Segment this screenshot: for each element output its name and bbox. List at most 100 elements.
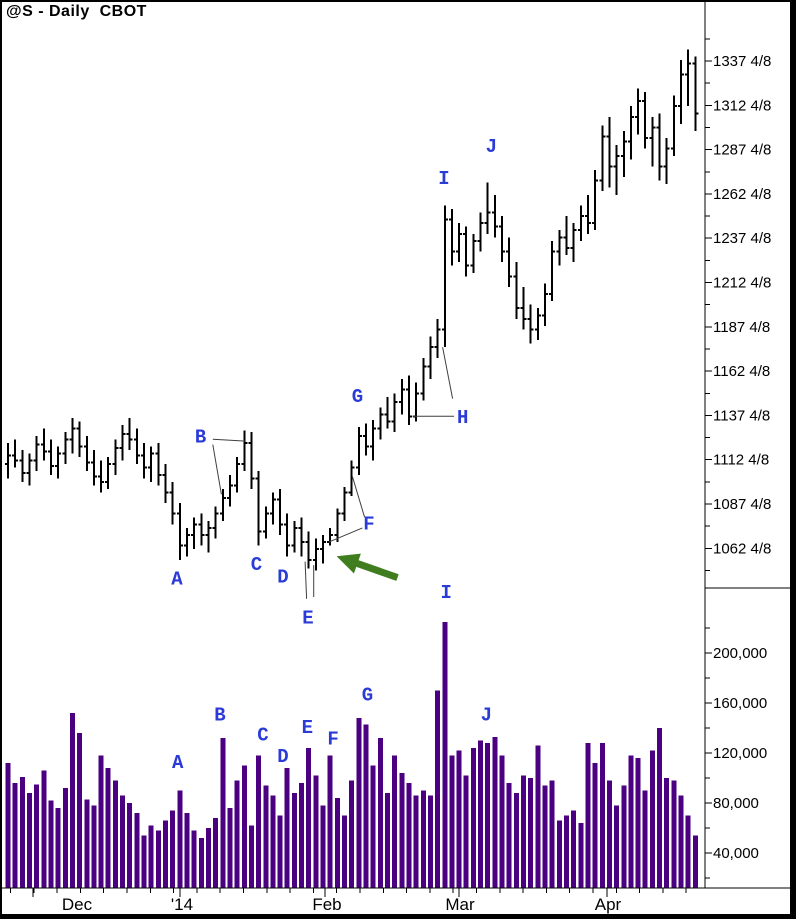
volume-bar (528, 778, 534, 888)
volume-bar (435, 690, 441, 888)
annotation-letter-g: G (362, 685, 373, 707)
volume-bar (657, 728, 663, 888)
annotation-letter-i: I (438, 168, 449, 190)
volume-axis-label: 40,000 (713, 845, 759, 862)
ohlc-bar (635, 88, 642, 135)
ohlc-bar (627, 106, 634, 160)
ohlc-bar (26, 453, 33, 486)
price-axis-label: 1162 4/8 (713, 363, 770, 380)
ohlc-bar (549, 240, 556, 302)
date-axis-label: '14 (171, 895, 193, 914)
volume-bar (270, 795, 276, 888)
volume-bar (112, 780, 118, 888)
volume-bar (313, 775, 319, 888)
ohlc-bar (513, 262, 520, 319)
volume-bar (535, 745, 541, 888)
ohlc-bar (434, 318, 441, 358)
axes-frame (2, 2, 791, 897)
volume-bar (334, 798, 340, 888)
window-border-bottom (0, 914, 796, 919)
volume-bar (621, 785, 627, 888)
volume-bar (377, 738, 383, 888)
ohlc-bar (577, 205, 584, 241)
volume-bar (606, 780, 612, 888)
ohlc-bar (90, 450, 97, 486)
volume-bar (134, 813, 140, 888)
pointer-line (442, 347, 454, 399)
ohlc-bar (470, 233, 477, 273)
volume-bar (363, 724, 369, 889)
volume-bar (449, 755, 455, 888)
pointer-line (304, 561, 308, 599)
volume-bar (392, 755, 398, 888)
volume-bar (291, 793, 297, 888)
ohlc-bar (76, 421, 83, 457)
annotation-letter-j: J (481, 705, 492, 727)
volume-bar (356, 718, 362, 888)
ohlc-bar (384, 396, 391, 429)
volume-axis-label: 200,000 (713, 645, 767, 662)
arrow-shaft (352, 558, 399, 581)
ohlc-bar (198, 513, 205, 546)
volume-bar (521, 775, 526, 888)
annotation-letter-f: F (363, 513, 374, 535)
volume-bar (170, 810, 176, 888)
ohlc-bar (269, 492, 276, 525)
ohlc-bar (663, 138, 670, 185)
volume-bar (571, 810, 577, 888)
volume-bar (277, 815, 283, 888)
volume-bar (463, 775, 469, 888)
volume-bar (191, 830, 197, 888)
volume-bar (427, 795, 433, 888)
price-axis-label: 1262 4/8 (713, 186, 771, 203)
ohlc-bar (98, 460, 105, 493)
volume-bar (62, 788, 68, 888)
ohlc-bar (484, 182, 491, 234)
volume-bar (141, 835, 147, 888)
volume-bar (549, 780, 555, 888)
window-border-right (790, 0, 796, 919)
volume-bar (506, 783, 512, 888)
ohlc-bar (277, 488, 284, 535)
volume-bar (284, 768, 290, 888)
volume-bar (91, 805, 97, 888)
ohlc-bar (227, 474, 233, 507)
volume-bar (213, 818, 219, 888)
ohlc-bar (184, 527, 190, 557)
volume-bar (127, 803, 133, 888)
volume-bar (69, 713, 75, 888)
ohlc-bar (241, 430, 248, 472)
annotation-pointer-lines (212, 347, 455, 599)
annotation-letter-d: D (277, 746, 288, 768)
chart-title: @S - Daily CBOT (6, 3, 147, 20)
ohlc-bar (176, 503, 183, 560)
volume-axis-label: 120,000 (713, 745, 767, 762)
volume-bar (84, 799, 90, 889)
volume-bar (12, 783, 18, 888)
ohlc-bar (506, 237, 513, 287)
ohlc-bar (670, 95, 677, 156)
ohlc-bar (234, 457, 241, 493)
ohlc-bar (585, 194, 591, 234)
annotation-letter-f: F (327, 728, 338, 750)
ohlc-bar (248, 432, 255, 489)
ohlc-bar (527, 304, 534, 344)
ohlc-bar (556, 230, 563, 266)
volume-bar (320, 805, 326, 888)
volume-bar (327, 755, 333, 888)
ohlc-bar (355, 426, 362, 475)
pointer-line (328, 527, 363, 543)
volume-bar (635, 758, 641, 888)
ohlc-bar (284, 513, 291, 557)
volume-bar (492, 736, 498, 889)
ohlc-bar (105, 457, 112, 489)
ohlc-bar (678, 60, 684, 124)
ohlc-bar (291, 520, 298, 553)
volume-bar (370, 765, 376, 888)
ohlc-bar (620, 131, 627, 178)
volume-bar (499, 755, 505, 888)
ohlc-bar (613, 145, 620, 195)
volume-bar (456, 750, 462, 888)
price-axis-label: 1112 4/8 (713, 452, 769, 469)
